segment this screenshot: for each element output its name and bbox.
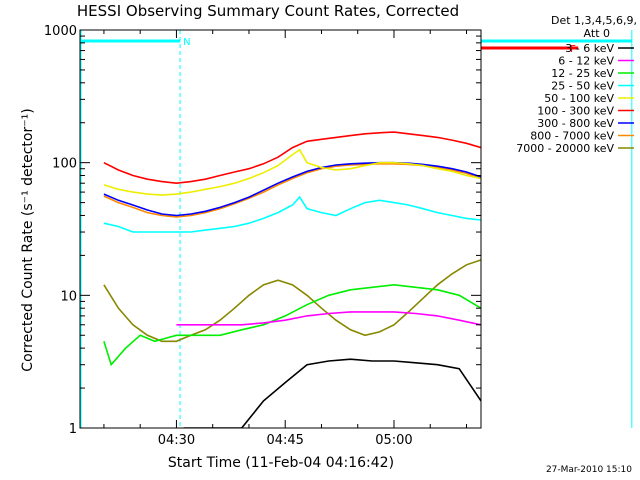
legend-label-4: 50 - 100 keV [544, 92, 614, 105]
legend-header-1: Att 0 [584, 27, 610, 40]
legend-label-3: 25 - 50 keV [551, 80, 614, 93]
annotation-label-0: N [183, 37, 190, 48]
x-tick-label-1: 04:45 [266, 433, 303, 448]
series-line-7 [103, 163, 481, 218]
plot-area: NF [80, 30, 633, 428]
y-tick-label-3: 1000 [44, 24, 77, 39]
chart-title: HESSI Observing Summary Count Rates, Cor… [77, 2, 459, 20]
legend-label-5: 100 - 300 keV [537, 105, 614, 118]
legend-label-2: 12 - 25 keV [551, 67, 614, 80]
legend-label-7: 800 - 7000 keV [530, 130, 614, 143]
x-tick-label-0: 04:30 [158, 433, 195, 448]
x-tick-label-2: 05:00 [375, 433, 412, 448]
legend-label-6: 300 - 800 keV [537, 117, 614, 130]
legend-label-1: 6 - 12 keV [558, 55, 614, 68]
series-line-0 [183, 358, 481, 428]
series-line-3 [103, 195, 481, 233]
series-line-6 [103, 161, 481, 217]
x-axis-label: Start Time (11-Feb-04 04:16:42) [168, 455, 394, 471]
legend-label-8: 7000 - 20000 keV [516, 142, 614, 155]
y-tick-label-0: 1 [69, 422, 77, 437]
legend-header-0: Det 1,3,4,5,6,9, [551, 14, 637, 27]
series-line-1 [176, 311, 481, 326]
series-line-2 [103, 283, 481, 367]
footer-timestamp: 27-Mar-2010 15:10 [546, 465, 632, 475]
series-line-4 [103, 148, 481, 196]
annotation-label-1: F [570, 44, 576, 55]
y-tick-label-2: 100 [52, 157, 77, 172]
y-tick-label-1: 10 [60, 289, 77, 304]
plot-frame [79, 29, 482, 429]
legend-label-0: 3 - 6 keV [565, 42, 614, 55]
y-axis-label: Corrected Count Rate (s⁻¹ detector⁻¹) [20, 108, 36, 371]
x-axis: 04:30 04:45 05:00 [103, 30, 467, 448]
series-line-5 [103, 131, 481, 185]
series-line-8 [103, 259, 481, 343]
y-axis: 1 10 100 1000 [44, 24, 481, 437]
